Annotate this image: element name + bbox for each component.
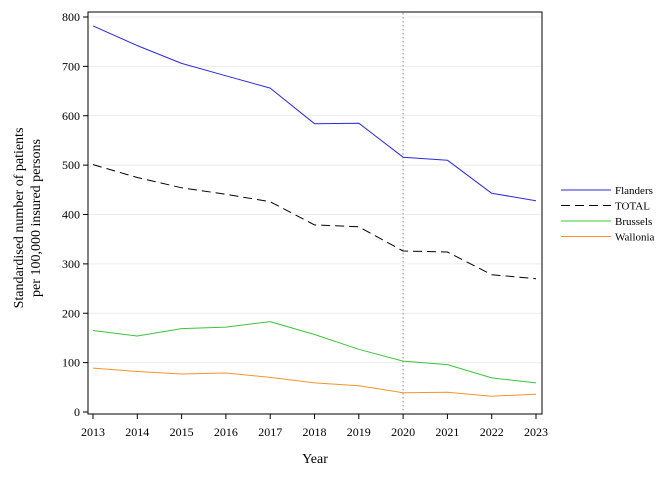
x-axis-label: Year: [302, 452, 328, 467]
series-line-total: [92, 164, 537, 280]
x-tick-label: 2016: [214, 425, 238, 439]
y-tick-label: 400: [62, 208, 80, 222]
y-axis-label-line: Standardised number of patients: [12, 128, 27, 309]
y-tick-label: 700: [62, 59, 80, 73]
x-tick-label: 2019: [347, 425, 371, 439]
x-tick-label: 2022: [480, 425, 504, 439]
legend-label-brussels: Brussels: [615, 216, 652, 228]
y-tick-label: 500: [62, 158, 80, 172]
x-tick-label: 2013: [81, 425, 105, 439]
y-tick-label: 300: [62, 257, 80, 271]
x-tick-label: 2021: [435, 425, 459, 439]
legend: Flanders TOTAL Brussels Wallonia: [561, 185, 655, 244]
x-tick-label: 2023: [524, 425, 548, 439]
y-tick-label: 600: [62, 109, 80, 123]
y-tick-label: 0: [74, 405, 80, 419]
x-tick-label: 2017: [258, 425, 282, 439]
x-axis: 2013 2014 2015 2016 2017 2018 2019 2020 2021 2022…: [81, 414, 548, 439]
series-line-wallonia: [92, 367, 537, 397]
x-tick-label: 2020: [391, 425, 415, 439]
legend-label-flanders: Flanders: [615, 185, 653, 197]
y-axis-label: Standardised number of patients per 100,0…: [12, 128, 44, 309]
legend-label-total: TOTAL: [615, 201, 650, 213]
gridlines: [88, 16, 542, 364]
x-tick-label: 2018: [303, 425, 327, 439]
y-tick-label: 200: [62, 306, 80, 320]
y-axis: 0 100 200 300 400 500 600 700 800: [62, 10, 88, 419]
x-tick-label: 2014: [125, 425, 149, 439]
legend-label-wallonia: Wallonia: [615, 232, 655, 244]
x-tick-label: 2015: [170, 425, 194, 439]
y-tick-label: 100: [62, 356, 80, 370]
y-axis-label-line: per 100,000 insured persons: [29, 139, 44, 297]
series-lines: [92, 25, 537, 397]
y-tick-label: 800: [62, 10, 80, 24]
series-line-flanders: [92, 25, 537, 202]
series-line-brussels: [92, 321, 537, 384]
plot-frame: [87, 11, 543, 415]
